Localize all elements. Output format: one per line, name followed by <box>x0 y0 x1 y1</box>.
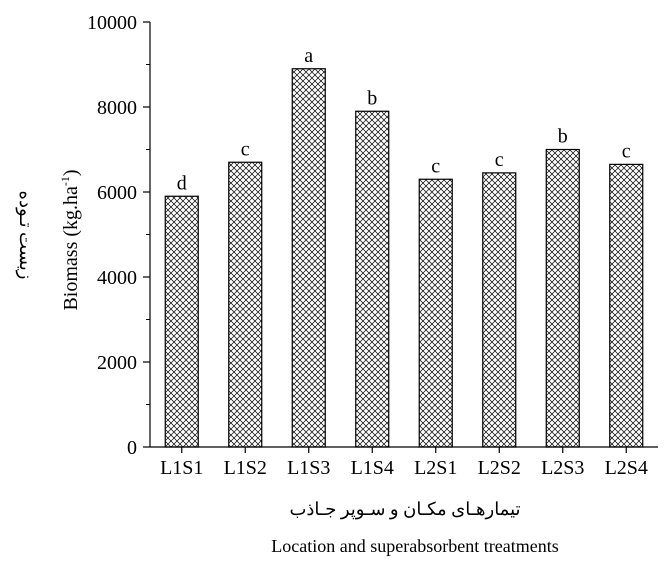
bars <box>164 68 644 448</box>
significance-letter: a <box>304 45 313 67</box>
x-axis-ticks: L1S1 L1S2 L1S3 L1S4 L2S1 L2S2 L2S3 L2S4 <box>160 447 648 479</box>
x-tick-label: L2S1 <box>414 457 457 479</box>
y-tick-label: 10000 <box>87 12 137 34</box>
x-tick-label: L1S4 <box>351 457 394 479</box>
bar-l1s4 <box>355 110 390 448</box>
y-tick-label: 8000 <box>97 97 137 119</box>
bar-l2s1 <box>418 178 453 448</box>
x-tick-label: L2S3 <box>541 457 584 479</box>
y-tick-label: 0 <box>127 437 137 459</box>
y-axis-label: Biomass (kg.ha-1) <box>58 169 82 310</box>
y-tick-label: 4000 <box>97 267 137 289</box>
significance-letter: d <box>177 172 187 194</box>
bar-l1s1 <box>164 195 199 448</box>
x-tick-label: L1S3 <box>287 457 330 479</box>
y-axis-label-persian: زیست تـوده <box>15 191 36 280</box>
y-axis-ticks: 0 2000 4000 6000 8000 10000 <box>87 12 150 459</box>
significance-letter: c <box>241 138 250 160</box>
x-axis-label-persian: تیمارهـای مکـان و سـوپر جـاذب <box>289 499 520 520</box>
bar-l1s3 <box>291 68 326 448</box>
bar-l2s2 <box>482 172 517 448</box>
bar-l2s4 <box>609 163 644 448</box>
significance-letter: b <box>558 126 568 148</box>
bar-l1s2 <box>228 161 263 448</box>
y-tick-label: 6000 <box>97 182 137 204</box>
x-tick-label: L2S4 <box>605 457 648 479</box>
significance-letter: c <box>431 155 440 177</box>
y-axis-label-text: Biomass (kg.ha <box>60 186 82 311</box>
x-tick-label: L1S1 <box>160 457 203 479</box>
x-tick-label: L2S2 <box>478 457 521 479</box>
y-axis-label-superscript: -1 <box>58 176 72 186</box>
significance-letter: c <box>495 149 504 171</box>
significance-letter: b <box>367 87 377 109</box>
y-axis-label-close: ) <box>60 169 82 176</box>
y-tick-label: 2000 <box>97 352 137 374</box>
x-tick-label: L1S2 <box>224 457 267 479</box>
bar-l2s3 <box>545 148 580 448</box>
significance-letters: d c a b c c b c <box>177 45 631 195</box>
significance-letter: c <box>622 140 631 162</box>
x-axis-label: Location and superabsorbent treatments <box>271 536 558 556</box>
